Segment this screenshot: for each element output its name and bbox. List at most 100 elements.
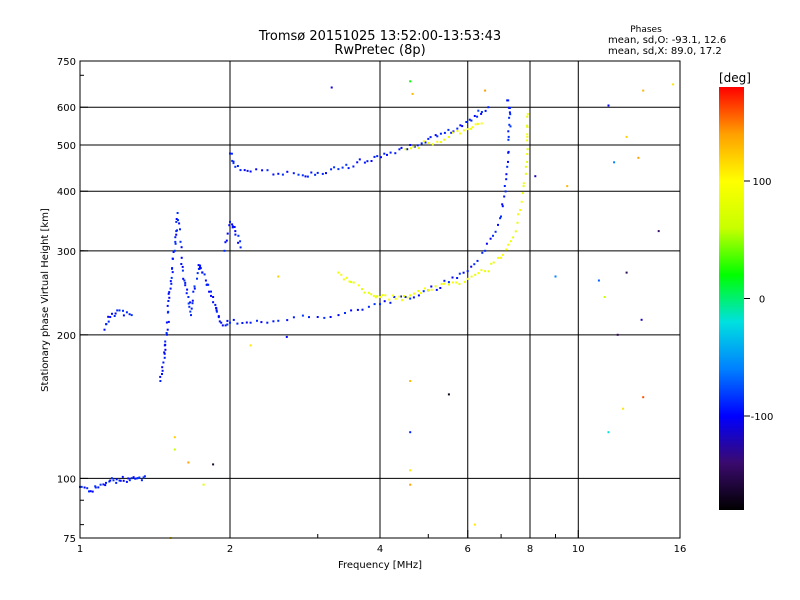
o-mode-point [480,111,483,113]
o-mode-point [249,321,252,324]
o-mode-point [166,333,168,336]
x-mode-point [456,130,459,132]
o-mode-point [122,479,125,482]
o-mode-point [239,240,242,243]
o-mode-point [220,321,223,324]
o-mode-point [412,296,415,299]
o-mode-point [189,310,192,313]
o-mode-point [272,320,275,323]
o-mode-point [356,161,359,164]
o-mode-point [281,173,284,176]
o-mode-point [212,296,215,298]
scattered-point [473,523,476,526]
phase-info-o: mean, sd,O: -93.1, 12.6 [608,35,726,46]
o-mode-point [507,138,510,141]
o-mode-point [229,152,231,155]
o-mode-point [239,169,242,172]
o-mode-point [135,477,138,480]
o-mode-point [109,316,112,318]
x-mode-point [480,269,483,272]
o-mode-point [234,165,237,168]
y-tick-label: 400 [57,187,76,198]
o-mode-point [231,159,234,162]
o-mode-point [180,256,183,259]
o-mode-point [434,134,437,137]
o-mode-point [417,294,420,297]
o-mode-point [233,226,236,228]
o-mode-point [193,285,196,288]
o-mode-point [215,310,218,313]
o-mode-point [203,273,206,276]
o-mode-point [174,240,177,243]
x-mode-point [526,153,529,155]
o-mode-point [500,215,502,218]
x-mode-point [443,138,446,141]
x-mode-point [526,160,529,163]
o-mode-point [356,308,359,311]
o-mode-point [166,328,169,331]
o-mode-point [398,148,401,151]
o-mode-point [503,195,506,198]
o-mode-point [373,303,376,306]
o-mode-point [507,106,510,109]
x-mode-point [440,283,443,285]
o-mode-point [344,312,346,314]
o-mode-point [143,475,146,478]
scattered-point [566,185,569,188]
o-mode-point [443,131,446,134]
o-mode-point [172,251,175,253]
o-mode-point [237,234,240,237]
scattered-point [603,296,606,298]
o-mode-point [166,304,169,307]
o-mode-point [190,307,193,310]
o-mode-point [286,170,289,173]
o-mode-point [159,380,162,382]
o-mode-point [170,276,173,279]
o-mode-point [179,228,181,231]
o-mode-point [171,271,174,274]
o-mode-point [507,150,510,153]
x-tick-label: 6 [465,544,471,555]
data-points [79,80,675,539]
x-mode-point [442,282,445,285]
o-mode-point [452,130,455,133]
o-mode-point [509,125,512,128]
o-mode-point [169,287,172,290]
o-mode-point [232,318,235,321]
o-mode-point [370,160,373,162]
o-mode-point [187,302,190,305]
o-mode-point [115,481,118,484]
phase-colorbar: [deg] 100 0 -100 [719,71,773,510]
o-mode-point [420,142,423,145]
o-mode-point [112,479,115,482]
o-mode-point [165,332,168,334]
o-mode-point [383,152,386,155]
o-mode-point [199,264,202,267]
o-mode-point [507,160,509,163]
o-mode-point [162,361,165,364]
x-mode-point [470,127,473,130]
x-axis-label: Frequency [MHz] [338,560,422,571]
x-mode-point [526,124,529,127]
o-mode-point [507,130,510,133]
o-mode-point [168,291,171,294]
o-mode-point [508,123,511,126]
o-mode-point [256,319,258,322]
o-mode-point [164,340,167,343]
scattered-point [613,161,616,164]
x-mode-point [471,126,474,129]
o-mode-point [171,267,174,270]
o-mode-point [207,283,210,286]
o-mode-point [400,295,402,298]
x-tick-label: 2 [227,544,233,555]
o-mode-point [89,490,92,493]
scattered-point [554,275,557,278]
o-mode-point [501,203,504,206]
x-mode-point [431,143,434,146]
o-mode-point [422,290,425,293]
o-mode-point [94,486,97,489]
scattered-point [672,83,675,86]
o-mode-point [104,484,107,487]
x-mode-point [410,147,412,150]
